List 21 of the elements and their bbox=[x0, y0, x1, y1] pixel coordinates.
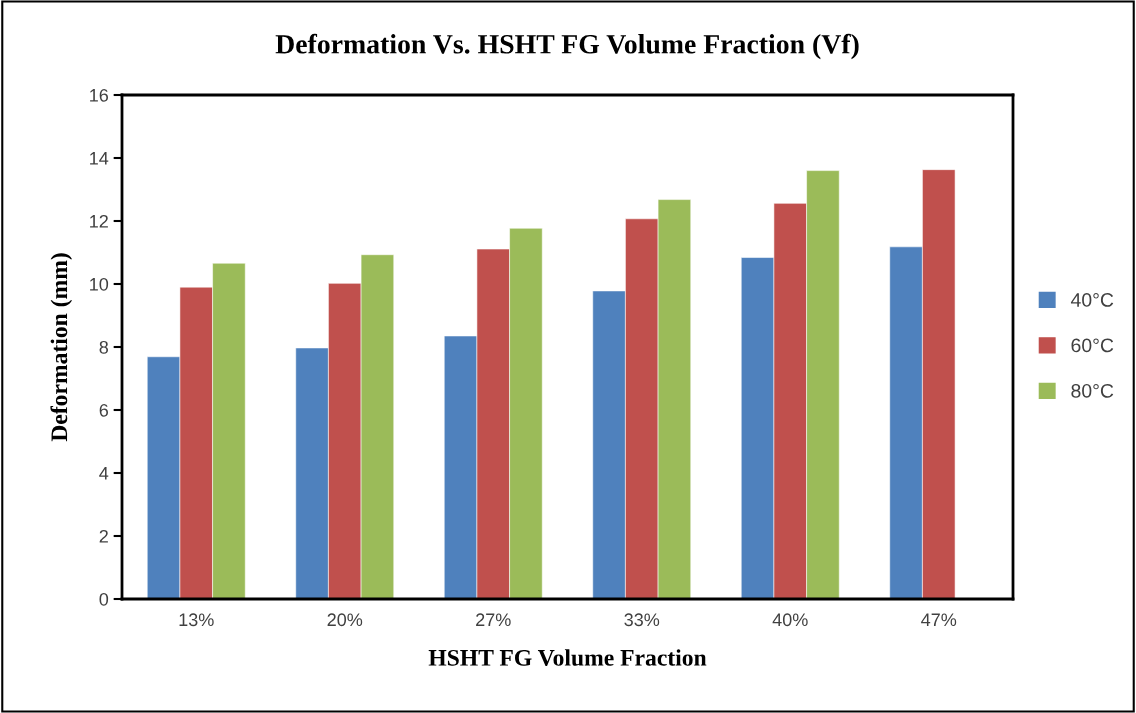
y-tick-label: 6 bbox=[99, 403, 109, 417]
legend-label: 80°C bbox=[1071, 383, 1114, 398]
chart-title: Deformation Vs. HSHT FG Volume Fraction (Vf) bbox=[275, 33, 859, 60]
y-tick-label: 12 bbox=[90, 214, 108, 228]
y-tick-label: 14 bbox=[90, 152, 109, 165]
y-tick-label: 8 bbox=[99, 340, 109, 354]
x-tick-label: 33% bbox=[624, 613, 660, 627]
x-axis-title: HSHT FG Volume Fraction bbox=[428, 649, 707, 666]
x-tick-label: 13% bbox=[179, 613, 214, 627]
x-tick-label: 27% bbox=[476, 613, 511, 627]
y-axis-title: Deformation (mm) bbox=[50, 253, 73, 442]
x-tick-label: 47% bbox=[921, 613, 957, 627]
y-tick-label: 2 bbox=[99, 529, 108, 543]
y-tick-label: 4 bbox=[99, 467, 109, 480]
legend-label: 40°C bbox=[1070, 293, 1114, 307]
y-tick-label: 0 bbox=[99, 592, 109, 606]
y-tick-label: 10 bbox=[90, 277, 109, 291]
x-tick-label: 20% bbox=[327, 613, 363, 627]
legend-label: 60°C bbox=[1071, 338, 1114, 353]
y-tick-label: 16 bbox=[90, 88, 109, 102]
x-tick-label: 40% bbox=[772, 613, 808, 627]
